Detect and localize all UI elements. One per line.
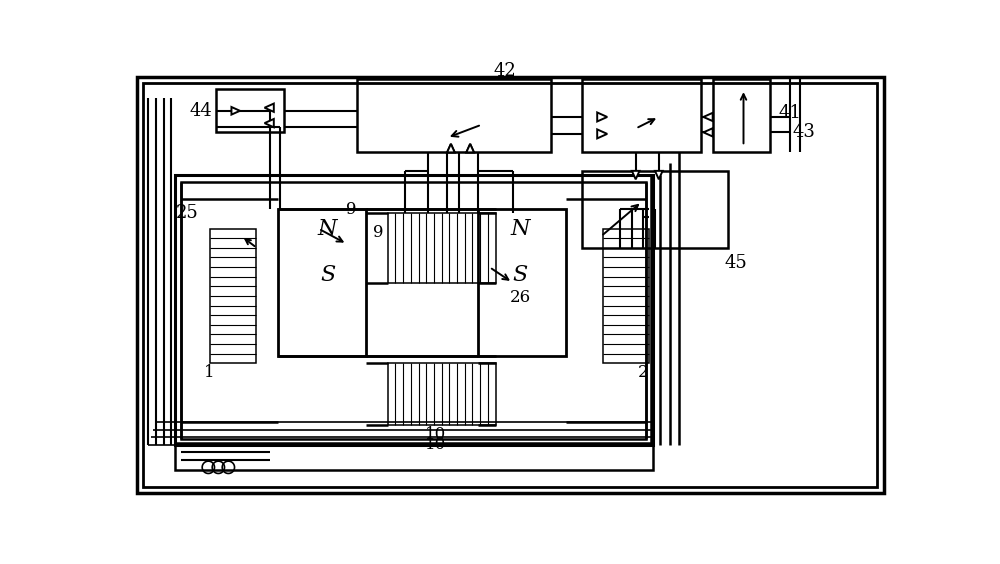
Bar bbox=[175, 175, 653, 445]
Text: 9: 9 bbox=[346, 201, 356, 218]
Polygon shape bbox=[265, 104, 274, 112]
Polygon shape bbox=[447, 144, 455, 152]
Bar bbox=[357, 79, 551, 152]
Bar bbox=[582, 171, 728, 248]
Bar bbox=[388, 213, 496, 283]
Bar bbox=[713, 79, 770, 152]
Bar bbox=[388, 363, 496, 425]
Polygon shape bbox=[265, 119, 274, 127]
Text: 10: 10 bbox=[425, 436, 446, 453]
Text: 2: 2 bbox=[638, 364, 649, 381]
Bar bbox=[181, 182, 646, 439]
Polygon shape bbox=[632, 171, 640, 179]
Polygon shape bbox=[703, 128, 713, 136]
Text: N: N bbox=[510, 218, 530, 240]
Polygon shape bbox=[597, 112, 607, 121]
Bar bbox=[216, 89, 284, 133]
Text: 43: 43 bbox=[792, 124, 815, 142]
Bar bbox=[582, 79, 701, 152]
Bar bbox=[175, 443, 653, 470]
Text: 9: 9 bbox=[372, 224, 383, 241]
Polygon shape bbox=[466, 144, 474, 152]
Polygon shape bbox=[655, 171, 663, 179]
Text: S: S bbox=[513, 264, 528, 286]
Text: 25: 25 bbox=[176, 204, 199, 222]
Polygon shape bbox=[597, 129, 607, 138]
Text: 1: 1 bbox=[204, 364, 214, 381]
Polygon shape bbox=[447, 144, 455, 152]
Bar bbox=[210, 228, 256, 363]
Bar bbox=[603, 228, 649, 363]
Polygon shape bbox=[466, 144, 474, 152]
Polygon shape bbox=[703, 113, 713, 121]
Text: 26: 26 bbox=[510, 289, 531, 306]
Text: 45: 45 bbox=[724, 254, 747, 272]
Bar bbox=[478, 209, 566, 356]
Bar bbox=[278, 209, 366, 356]
Text: N: N bbox=[318, 218, 337, 240]
Text: 10: 10 bbox=[425, 426, 446, 443]
Text: 44: 44 bbox=[189, 102, 212, 120]
Polygon shape bbox=[231, 107, 240, 114]
Text: 41: 41 bbox=[778, 104, 801, 122]
Text: 42: 42 bbox=[493, 62, 516, 80]
Text: S: S bbox=[320, 264, 335, 286]
